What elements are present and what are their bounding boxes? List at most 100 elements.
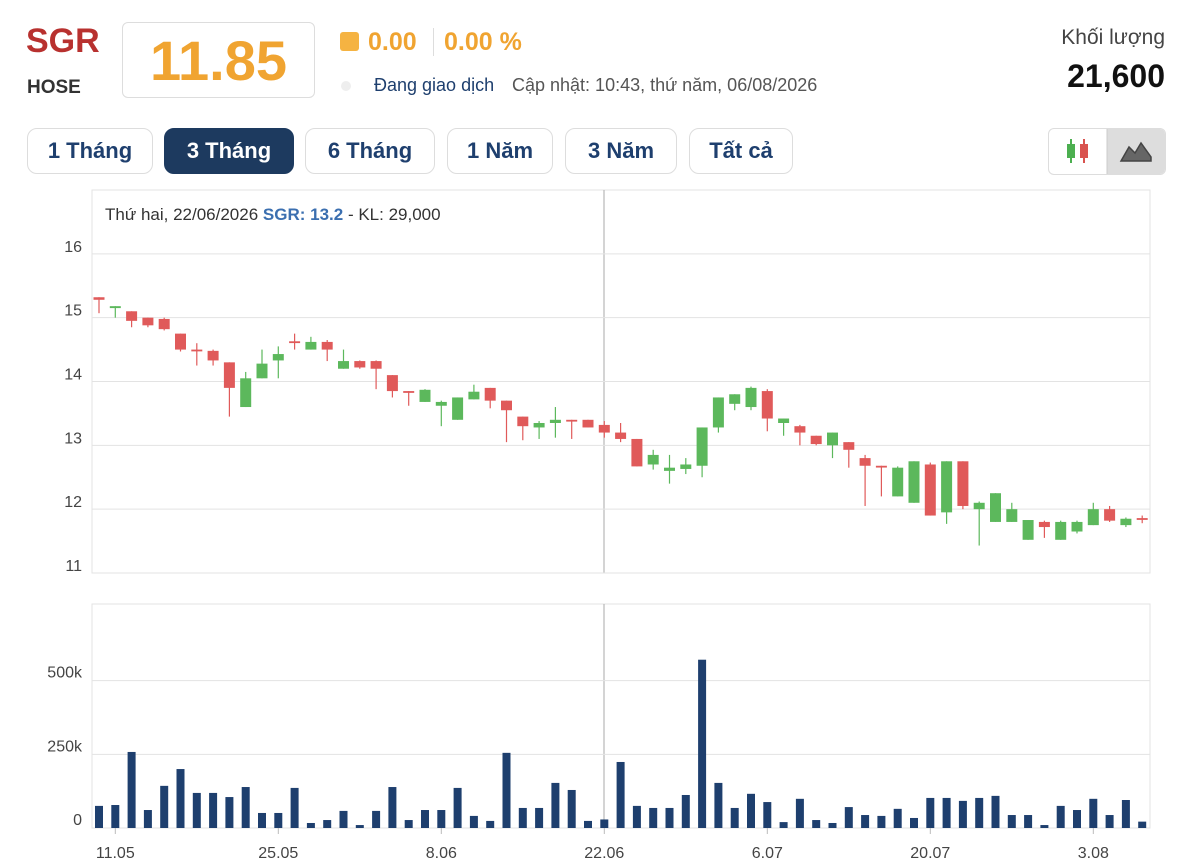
x-tick-label: 3.08 xyxy=(1078,845,1109,862)
volume-bar xyxy=(649,807,658,828)
candle-body xyxy=(941,461,953,513)
volume-bar xyxy=(795,798,804,828)
volume-bar xyxy=(763,802,772,828)
candle-button[interactable] xyxy=(1067,139,1088,163)
candle-body xyxy=(598,424,610,433)
candle-body xyxy=(843,442,855,450)
volume-bar xyxy=(861,815,870,828)
y-tick-label: 500k xyxy=(47,665,83,682)
candle-body xyxy=(859,458,871,466)
volume-bar xyxy=(127,751,136,828)
candle-body xyxy=(1055,521,1067,540)
volume-bar xyxy=(258,812,266,828)
candle-body xyxy=(1071,521,1083,532)
candle-body xyxy=(924,464,936,516)
candle-body xyxy=(973,502,985,510)
candle-body xyxy=(957,461,969,506)
change: 0.00 xyxy=(368,28,417,56)
volume-bar xyxy=(942,797,951,828)
candle-body xyxy=(696,427,708,466)
candle-body xyxy=(223,362,235,388)
chart-type-toggle xyxy=(1048,128,1166,175)
candle-body xyxy=(892,467,904,497)
candle-body xyxy=(109,306,121,309)
volume-bar xyxy=(1089,798,1098,828)
x-tick-label: 8.06 xyxy=(426,845,457,862)
volume-bar xyxy=(958,800,967,828)
volume-bar xyxy=(681,794,690,828)
volume-bar xyxy=(355,825,364,828)
volume-bar xyxy=(1056,805,1065,828)
volume-bar xyxy=(372,810,381,828)
volume-bar xyxy=(567,789,576,828)
volume-bar xyxy=(779,822,788,828)
candle-body xyxy=(647,454,659,465)
volume-bar xyxy=(1040,825,1049,828)
candle-body xyxy=(370,361,382,369)
y-tick-label: 15 xyxy=(64,303,82,320)
volume-bar xyxy=(469,815,478,828)
candle-body xyxy=(419,389,431,402)
volume-bar xyxy=(616,761,625,828)
candle-body xyxy=(990,493,1001,522)
tab[interactable]: 1 Tháng xyxy=(27,128,153,174)
candle-body xyxy=(1087,509,1099,526)
tab[interactable]: 6 Tháng xyxy=(305,128,435,174)
volume-bar xyxy=(600,819,609,828)
y-tick-label: 250k xyxy=(47,738,83,755)
candle-body xyxy=(468,391,480,400)
candle-body xyxy=(321,341,333,350)
volume-bar xyxy=(1138,821,1147,828)
y-tick-label: 11 xyxy=(65,558,82,575)
volume-bar xyxy=(404,820,413,828)
candle-body xyxy=(93,297,105,300)
candle-body xyxy=(680,464,692,469)
volume-bar xyxy=(877,815,886,828)
volume-bar xyxy=(518,807,527,828)
price: 11.85 xyxy=(122,22,315,98)
volume-bar xyxy=(910,817,918,828)
updated: Cập nhật: 10:43, thứ năm, 06/08/2026 xyxy=(512,75,818,95)
icon-body xyxy=(1067,144,1075,158)
tab[interactable]: 3 Năm xyxy=(565,128,677,174)
x-tick-label: 6.07 xyxy=(752,845,783,862)
candle-body xyxy=(794,426,806,433)
volume-bar xyxy=(714,782,723,828)
exchange: HOSE xyxy=(27,77,81,98)
y-tick-label: 13 xyxy=(64,430,82,447)
volume-bar xyxy=(812,820,821,828)
volume-bar xyxy=(421,810,429,828)
volume-bar xyxy=(698,659,707,828)
volume-bar xyxy=(160,785,169,828)
candle-body xyxy=(810,435,822,445)
candle-body xyxy=(305,341,317,350)
volume-bar xyxy=(730,807,739,828)
candle-body xyxy=(126,311,138,321)
volume-bar xyxy=(584,820,592,828)
tab[interactable]: Tất cả xyxy=(689,128,793,174)
candle-body xyxy=(631,438,643,467)
volume-bar xyxy=(747,793,755,828)
tooltip: Thứ hai, 22/06/2026 SGR: 13.2 - KL: 29,0… xyxy=(105,205,441,224)
candle-body xyxy=(501,400,512,411)
x-tick-label: 22.06 xyxy=(584,845,624,862)
volume-bar xyxy=(95,805,103,828)
tooltip-date: Thứ hai, 22/06/2026 xyxy=(105,205,258,224)
volume-bar xyxy=(339,810,348,828)
area-icon xyxy=(1119,141,1152,162)
y-tick-label: 16 xyxy=(64,239,82,256)
volume-bar xyxy=(551,782,560,828)
volume-bar xyxy=(926,797,935,828)
tab[interactable]: 1 Năm xyxy=(447,128,553,174)
volume-bar xyxy=(844,807,853,828)
volume-bar xyxy=(632,805,641,828)
tab[interactable]: 3 Tháng xyxy=(164,128,294,174)
candle-body xyxy=(745,387,757,408)
candle-body xyxy=(240,378,252,408)
volume-bar xyxy=(453,787,462,828)
candle-body xyxy=(338,361,349,369)
candle-body xyxy=(827,432,838,446)
volume-bar xyxy=(535,807,544,828)
volume-bar xyxy=(828,822,837,828)
y-tick-label: 0 xyxy=(73,812,82,829)
